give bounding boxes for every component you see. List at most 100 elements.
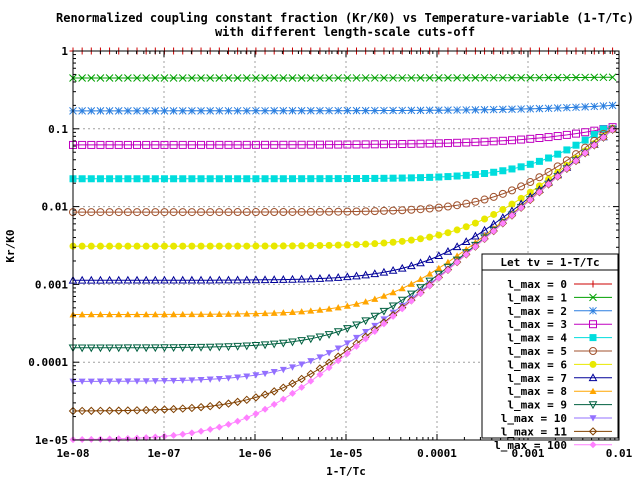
data-point: [343, 140, 352, 149]
data-point: [243, 414, 251, 422]
data-point: [444, 173, 452, 181]
data-point: [352, 271, 361, 280]
data-point: [105, 140, 114, 149]
data-point: [370, 140, 379, 149]
data-point: [205, 343, 215, 352]
data-point: [361, 140, 370, 149]
data-point: [361, 207, 370, 216]
data-point: [298, 361, 306, 368]
data-point: [288, 140, 297, 149]
data-point: [279, 395, 287, 403]
data-point: [343, 350, 351, 358]
data-point: [563, 146, 571, 154]
data-point: [316, 106, 324, 115]
data-point: [86, 275, 96, 284]
data-point: [270, 369, 278, 376]
data-point: [105, 74, 114, 82]
data-point: [252, 310, 260, 317]
data-point: [150, 275, 160, 284]
data-point: [87, 175, 95, 183]
data-point: [124, 378, 132, 385]
data-point: [407, 205, 416, 214]
data-point: [133, 208, 142, 217]
data-point: [398, 174, 406, 182]
data-point: [370, 312, 380, 321]
data-point: [334, 304, 342, 311]
data-point: [389, 174, 397, 182]
data-point: [160, 208, 169, 217]
data-point: [197, 106, 205, 115]
data-point: [416, 205, 425, 214]
data-point: [553, 73, 562, 82]
legend: Let tv = 1-T/Tc l_max = 0l_max = 1l_max …: [481, 253, 619, 452]
data-point: [87, 406, 96, 416]
data-point: [206, 310, 214, 318]
data-point: [206, 140, 215, 149]
data-point: [115, 310, 123, 318]
data-point: [196, 275, 206, 284]
data-point: [288, 274, 297, 283]
data-point: [224, 375, 232, 382]
data-point: [388, 302, 398, 311]
data-point: [316, 74, 324, 82]
data-point: [114, 107, 123, 115]
data-point: [215, 106, 224, 115]
data-point: [234, 417, 242, 425]
y-tick-label: 0.01: [42, 201, 69, 214]
series-line: [73, 128, 613, 247]
data-point: [462, 74, 471, 82]
data-point: [270, 74, 279, 82]
data-point: [269, 340, 279, 349]
data-point: [553, 104, 562, 112]
data-point: [306, 335, 316, 344]
series-line: [73, 76, 613, 79]
data-point: [407, 236, 415, 244]
chart-title: Renormalized coupling constant fraction …: [56, 11, 634, 25]
data-point: [425, 255, 435, 263]
data-point: [407, 106, 416, 115]
data-point: [316, 354, 324, 361]
data-point: [545, 180, 553, 188]
data-point: [453, 226, 461, 234]
data-point: [526, 73, 535, 82]
data-point: [343, 241, 351, 249]
data-point: [288, 364, 296, 371]
data-point: [444, 106, 452, 114]
data-point: [572, 141, 580, 149]
data-point: [590, 102, 599, 111]
data-point: [362, 335, 370, 343]
data-point: [444, 258, 452, 266]
data-point: [179, 310, 187, 318]
data-point: [499, 167, 507, 175]
data-point: [480, 137, 489, 146]
data-point: [279, 309, 287, 316]
data-point: [77, 406, 87, 416]
y-tick-label: 0.0001: [28, 356, 68, 369]
legend-label: l_max = 0: [507, 278, 567, 291]
data-point: [124, 107, 132, 115]
data-point: [96, 140, 105, 149]
data-point: [178, 140, 187, 149]
data-point: [426, 270, 434, 277]
data-point: [498, 136, 507, 145]
data-point: [178, 74, 187, 82]
data-point: [361, 317, 371, 326]
data-point: [416, 74, 425, 82]
data-point: [453, 258, 461, 266]
legend-label: l_max = 7: [507, 372, 567, 385]
data-point: [261, 106, 269, 115]
data-point: [471, 171, 479, 179]
data-point: [498, 189, 507, 198]
data-point: [398, 305, 406, 313]
data-point: [288, 207, 297, 216]
data-point: [206, 74, 215, 82]
data-point: [215, 242, 223, 250]
data-point: [243, 310, 251, 317]
data-point: [215, 74, 224, 82]
data-point: [251, 275, 261, 284]
data-point: [215, 423, 223, 431]
data-point: [389, 206, 398, 215]
data-point: [233, 275, 242, 284]
data-point: [444, 266, 452, 274]
data-point: [352, 207, 361, 216]
